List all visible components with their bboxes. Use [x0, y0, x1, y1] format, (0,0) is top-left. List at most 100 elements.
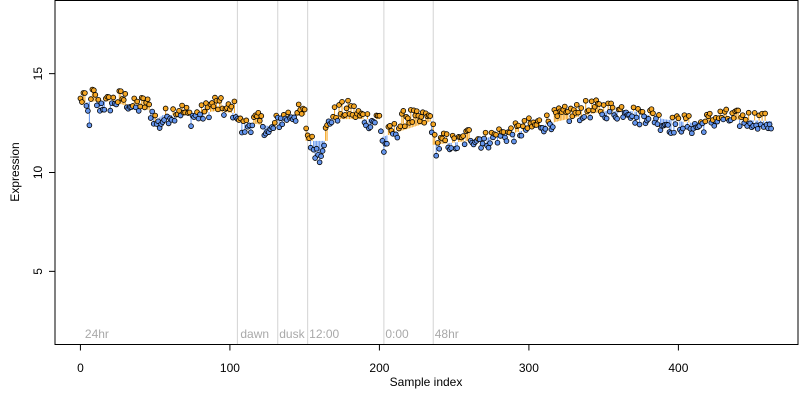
- data-point: [431, 131, 438, 138]
- data-point: [536, 117, 543, 123]
- data-point: [434, 140, 441, 146]
- data-point: [107, 107, 114, 114]
- x-tick-label: 200: [369, 361, 389, 375]
- y-tick-label: 5: [31, 268, 45, 275]
- data-point: [298, 111, 305, 117]
- data-point: [106, 94, 112, 100]
- data-point: [162, 105, 169, 112]
- data-point: [578, 105, 585, 111]
- data-point: [526, 115, 532, 121]
- data-point: [331, 104, 338, 110]
- data-point: [524, 125, 531, 131]
- x-axis: 0 100 200 300 400: [77, 344, 689, 375]
- data-point: [381, 149, 387, 155]
- phase-label-dusk: dusk: [279, 327, 305, 341]
- phase-label-0:00: 0:00: [385, 327, 409, 341]
- data-point: [400, 108, 407, 114]
- data-point: [487, 140, 493, 146]
- data-point: [248, 129, 254, 136]
- data-point: [343, 105, 350, 112]
- data-point: [271, 119, 278, 126]
- data-point: [82, 90, 88, 96]
- data-point: [197, 111, 203, 118]
- data-point: [689, 130, 695, 137]
- plot-frame: [54, 0, 799, 345]
- data-point: [675, 115, 682, 122]
- data-point: [144, 96, 151, 103]
- data-point: [249, 122, 256, 129]
- x-tick-label: 0: [77, 361, 84, 375]
- data-point: [313, 145, 320, 152]
- data-point: [521, 117, 528, 124]
- data-point: [723, 106, 730, 113]
- data-point: [739, 112, 746, 118]
- data-point: [520, 123, 526, 130]
- data-point: [448, 145, 454, 151]
- data-point: [461, 141, 468, 148]
- data-point: [328, 119, 335, 126]
- data-point: [566, 118, 573, 125]
- data-point: [321, 142, 327, 149]
- data-point: [95, 96, 102, 103]
- data-point: [215, 106, 221, 113]
- data-point: [669, 114, 676, 121]
- data-point: [573, 101, 580, 108]
- data-point: [736, 123, 743, 129]
- data-point: [581, 114, 588, 120]
- data-point: [260, 123, 266, 130]
- data-point: [79, 99, 85, 105]
- data-point: [730, 115, 737, 121]
- data-point: [641, 113, 647, 120]
- data-point: [201, 108, 208, 115]
- data-point: [672, 121, 679, 127]
- data-point: [91, 87, 97, 94]
- data-point: [342, 112, 348, 118]
- data-point: [243, 117, 250, 124]
- data-point: [394, 134, 401, 141]
- data-point: [303, 125, 309, 132]
- x-axis-title: Sample index: [390, 375, 463, 389]
- data-point: [295, 101, 302, 108]
- data-point: [198, 102, 205, 108]
- data-point: [701, 129, 707, 135]
- data-point: [402, 123, 408, 130]
- data-point: [585, 107, 592, 114]
- data-point: [600, 102, 607, 108]
- y-tick-label: 15: [31, 67, 45, 81]
- data-point: [654, 121, 661, 127]
- data-point: [345, 97, 351, 104]
- data-point: [751, 110, 758, 116]
- data-point: [561, 103, 568, 110]
- data-point: [656, 112, 662, 118]
- data-point: [88, 96, 94, 102]
- data-point: [454, 145, 460, 151]
- data-point: [367, 124, 374, 130]
- data-point: [405, 115, 411, 121]
- data-point: [706, 110, 713, 117]
- data-point: [83, 103, 90, 109]
- x-tick-label: 300: [519, 361, 539, 375]
- data-point: [768, 125, 774, 132]
- data-point: [632, 120, 638, 126]
- data-point: [200, 115, 206, 122]
- data-point: [596, 101, 602, 107]
- data-point: [633, 114, 640, 121]
- y-axis-title: Expression: [8, 142, 22, 201]
- data-point: [650, 110, 656, 117]
- data-point: [482, 129, 489, 136]
- phase-label-12:00: 12:00: [309, 327, 339, 341]
- data-point: [606, 108, 613, 115]
- data-point: [550, 124, 556, 130]
- data-point: [147, 115, 154, 121]
- data-point: [137, 103, 144, 110]
- data-point: [372, 119, 378, 126]
- data-point: [515, 122, 522, 129]
- data-point: [413, 108, 420, 114]
- phase-label-dawn: dawn: [240, 327, 269, 341]
- data-point: [442, 137, 448, 144]
- data-point: [742, 116, 749, 123]
- data-point: [292, 118, 299, 124]
- data-point: [171, 117, 178, 124]
- y-tick-label: 10: [31, 166, 45, 180]
